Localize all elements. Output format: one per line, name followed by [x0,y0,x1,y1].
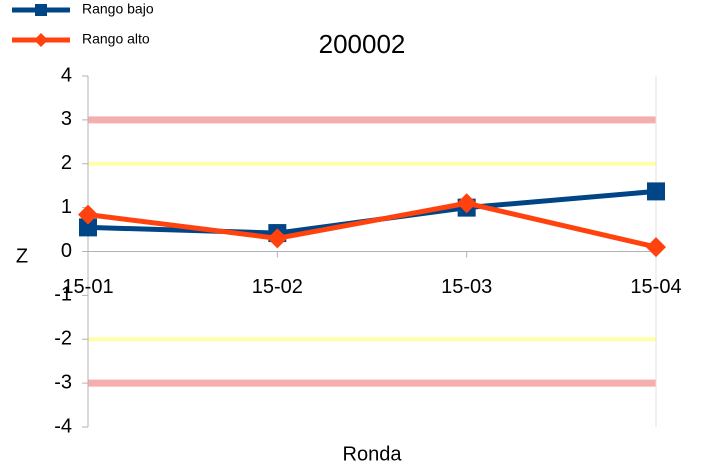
y-tick-label: 3 [61,108,72,130]
y-tick-label: -4 [54,415,72,437]
y-tick-label: -2 [54,328,72,350]
y-tick-label: -1 [54,284,72,306]
y-tick-label: 2 [61,152,72,174]
legend-marker [34,33,48,47]
marker [78,204,98,225]
x-tick-label: 15-01 [62,276,113,298]
marker [267,228,288,249]
series-line [87,200,657,250]
legend-label: Rango bajo [82,1,154,17]
x-tick-label: 15-03 [441,276,492,298]
marker [646,237,666,258]
x-tick-label: 15-04 [630,276,681,298]
y-tick-label: 1 [61,196,72,218]
chart-title: 200002 [319,29,406,59]
x-tick-label: 15-02 [252,276,303,298]
x-axis-label: Ronda [343,443,403,465]
y-tick-label: 4 [61,64,72,86]
marker [647,182,665,201]
legend-marker [35,4,47,16]
y-tick-label: -3 [54,371,72,393]
y-tick-label: 0 [61,240,72,262]
marker [79,218,97,237]
y-axis-label: Z [16,245,28,267]
legend-label: Rango alto [82,31,150,47]
marker [456,193,477,214]
